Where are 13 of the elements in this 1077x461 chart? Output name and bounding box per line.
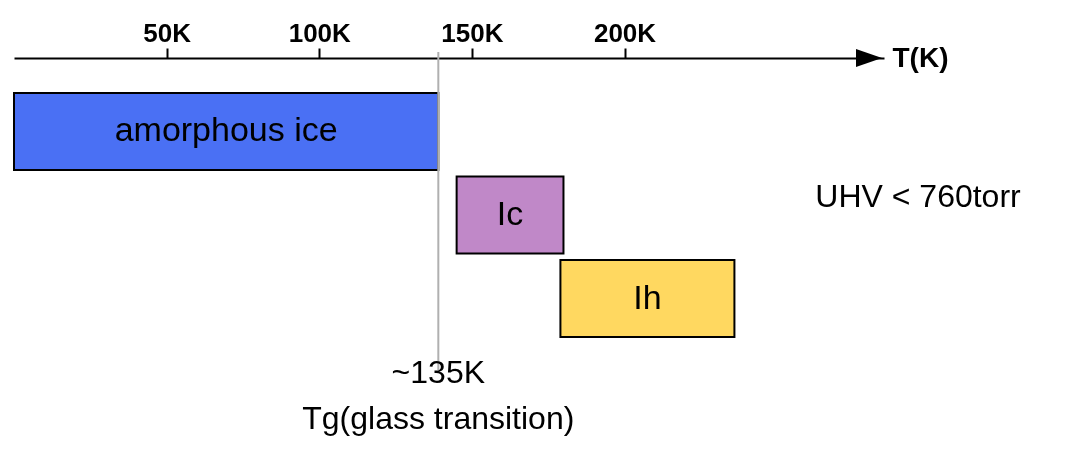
x-tick-label: 150K bbox=[441, 17, 504, 48]
y-tick-label: Ih bbox=[633, 277, 662, 316]
x-tick-label: 200K bbox=[593, 17, 657, 48]
x-tick-label: 50K bbox=[143, 17, 192, 48]
x-axis-title: T(K) bbox=[892, 41, 949, 73]
annotation: UHV < 760torr bbox=[815, 178, 1022, 214]
x-tick-label: 100K bbox=[288, 17, 352, 48]
y-tick-label: Ic bbox=[496, 194, 524, 232]
bar bbox=[455, 175, 565, 255]
bar bbox=[13, 92, 440, 171]
y-tick-label: amorphous ice bbox=[114, 110, 338, 149]
bar bbox=[559, 259, 736, 338]
ref-line-label: ~135K Tg(glass transition) bbox=[302, 354, 575, 436]
